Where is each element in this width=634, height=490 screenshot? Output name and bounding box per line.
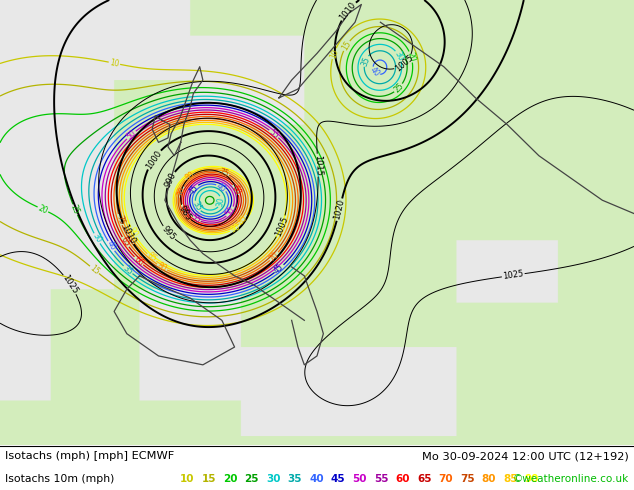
Text: 15: 15 <box>202 474 216 484</box>
Text: 1010: 1010 <box>338 0 358 22</box>
Text: 65: 65 <box>119 235 132 248</box>
Text: 30: 30 <box>91 232 103 245</box>
Text: 35: 35 <box>191 200 203 213</box>
Text: 25: 25 <box>392 81 405 95</box>
Text: 1025: 1025 <box>61 273 80 295</box>
Text: 985: 985 <box>177 204 193 222</box>
Text: 55: 55 <box>189 212 202 225</box>
Text: 80: 80 <box>183 170 197 183</box>
Text: Isotachs 10m (mph): Isotachs 10m (mph) <box>5 474 115 484</box>
Text: Isotachs (mph) [mph] ECMWF: Isotachs (mph) [mph] ECMWF <box>5 451 174 461</box>
Text: 85: 85 <box>503 474 517 484</box>
Text: 55: 55 <box>374 474 388 484</box>
Text: 10: 10 <box>180 474 194 484</box>
Text: 10: 10 <box>109 58 120 69</box>
Text: 60: 60 <box>132 254 145 268</box>
Text: 20: 20 <box>37 203 49 216</box>
Text: 70: 70 <box>176 186 188 198</box>
Text: 60: 60 <box>230 183 242 196</box>
Text: 40: 40 <box>309 474 324 484</box>
Text: 15: 15 <box>340 39 353 52</box>
Text: 70: 70 <box>438 474 453 484</box>
Text: 75: 75 <box>114 214 126 226</box>
Text: 85: 85 <box>236 213 250 226</box>
Text: 40: 40 <box>368 66 382 79</box>
Text: 90: 90 <box>127 226 139 239</box>
Text: 20: 20 <box>406 51 417 63</box>
Text: 85: 85 <box>145 251 158 264</box>
Text: 995: 995 <box>160 224 178 242</box>
Text: 75: 75 <box>217 167 230 179</box>
Text: 1010: 1010 <box>119 223 137 245</box>
Text: 70: 70 <box>268 250 281 263</box>
Text: 75: 75 <box>460 474 475 484</box>
Text: 90: 90 <box>525 474 539 484</box>
Text: 15: 15 <box>88 263 101 276</box>
Text: 80: 80 <box>482 474 496 484</box>
Text: 1005: 1005 <box>273 215 290 238</box>
Text: 30: 30 <box>266 474 280 484</box>
Text: 35: 35 <box>288 474 302 484</box>
Text: Mo 30-09-2024 12:00 UTC (12+192): Mo 30-09-2024 12:00 UTC (12+192) <box>422 451 629 461</box>
Text: 35: 35 <box>359 55 372 67</box>
Text: 10: 10 <box>328 48 340 60</box>
Text: 35: 35 <box>121 263 134 276</box>
Text: 50: 50 <box>124 128 138 142</box>
Text: 30: 30 <box>216 196 226 207</box>
Text: 30: 30 <box>392 49 405 62</box>
Text: 25: 25 <box>69 203 81 216</box>
Text: 60: 60 <box>396 474 410 484</box>
Text: 50: 50 <box>224 205 237 219</box>
Text: 20: 20 <box>223 474 237 484</box>
Text: 1000: 1000 <box>144 148 163 171</box>
Text: 40: 40 <box>105 240 118 252</box>
Text: 1015: 1015 <box>313 154 323 176</box>
Text: 50: 50 <box>353 474 366 484</box>
Text: 45: 45 <box>330 474 346 484</box>
Text: 90: 90 <box>229 222 242 235</box>
Text: ©weatheronline.co.uk: ©weatheronline.co.uk <box>513 474 629 484</box>
Text: 1020: 1020 <box>333 198 346 221</box>
Text: 65: 65 <box>178 203 190 216</box>
Text: 80: 80 <box>156 261 169 273</box>
Text: 55: 55 <box>268 127 280 141</box>
Text: 40: 40 <box>215 181 228 194</box>
Text: 45: 45 <box>273 262 286 275</box>
Text: 65: 65 <box>417 474 431 484</box>
Text: 1025: 1025 <box>502 270 524 281</box>
Text: 1005: 1005 <box>394 53 415 74</box>
Text: 45: 45 <box>187 183 200 196</box>
Text: 25: 25 <box>245 474 259 484</box>
Text: 990: 990 <box>163 171 178 189</box>
